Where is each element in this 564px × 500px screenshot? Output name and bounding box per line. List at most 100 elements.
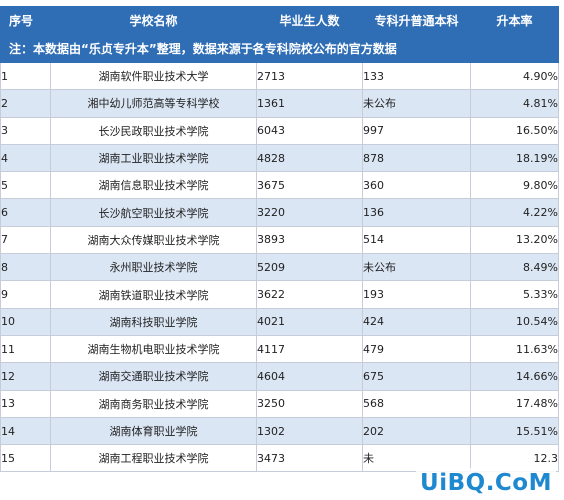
cell-graduates: 4604 xyxy=(256,362,363,391)
cell-upgrade-rate: 4.81% xyxy=(470,89,559,118)
column-header-graduates: 毕业生人数 xyxy=(256,6,363,34)
cell-upgrade-count: 424 xyxy=(362,307,471,336)
cell-upgrade-count: 479 xyxy=(362,334,471,364)
cell-index: 14 xyxy=(0,416,51,446)
cell-upgrade-count: 133 xyxy=(362,61,471,91)
cell-graduates: 3220 xyxy=(256,198,363,227)
cell-upgrade-count: 997 xyxy=(362,116,471,145)
cell-upgrade-rate: 8.49% xyxy=(470,253,559,282)
cell-index: 15 xyxy=(0,444,51,473)
cell-graduates: 3675 xyxy=(256,171,363,200)
table-row: 9 湖南铁道职业技术学院 3622 193 5.33% xyxy=(0,280,559,309)
table-row: 2 湘中幼儿师范高等专科学校 1361 未公布 4.81% xyxy=(0,89,559,118)
cell-upgrade-count: 360 xyxy=(362,171,471,200)
cell-graduates: 3893 xyxy=(256,225,363,255)
cell-upgrade-rate: 18.19% xyxy=(470,143,559,173)
cell-index: 10 xyxy=(0,307,51,336)
cell-upgrade-count: 568 xyxy=(362,389,471,418)
column-header-school: 学校名称 xyxy=(50,6,257,34)
column-header-upgrade: 专科升普通本科 xyxy=(362,6,471,34)
table-row: 7 湖南大众传媒职业技术学院 3893 514 13.20% xyxy=(0,225,559,255)
cell-graduates: 1361 xyxy=(256,89,363,118)
cell-index: 13 xyxy=(0,389,51,418)
cell-upgrade-rate: 9.80% xyxy=(470,171,559,200)
table-head: 序号 学校名称 毕业生人数 专科升普通本科 升本率 注：本数据由“乐贞专升本”整… xyxy=(0,6,559,63)
cell-upgrade-rate: 15.51% xyxy=(470,416,559,446)
data-source-note: 注：本数据由“乐贞专升本”整理，数据来源于各专科院校公布的官方数据 xyxy=(0,33,559,63)
cell-index: 8 xyxy=(0,253,51,282)
cell-upgrade-rate: 13.20% xyxy=(470,225,559,255)
cell-upgrade-rate: 4.22% xyxy=(470,198,559,227)
table-row: 15 湖南工程职业技术学院 3473 未 12.3 xyxy=(0,444,559,473)
cell-school-name: 湖南工业职业技术学院 xyxy=(50,143,257,173)
column-header-index: 序号 xyxy=(0,6,51,34)
table-row: 11 湖南生物机电职业技术学院 4117 479 11.63% xyxy=(0,334,559,364)
cell-index: 12 xyxy=(0,362,51,391)
cell-upgrade-count: 未 xyxy=(362,444,471,473)
cell-upgrade-count: 未公布 xyxy=(362,253,471,282)
table-row: 10 湖南科技职业学院 4021 424 10.54% xyxy=(0,307,559,336)
cell-graduates: 1302 xyxy=(256,416,363,446)
cell-upgrade-count: 675 xyxy=(362,362,471,391)
table-row: 14 湖南体育职业学院 1302 202 15.51% xyxy=(0,416,559,446)
cell-upgrade-count: 878 xyxy=(362,143,471,173)
table-row: 5 湖南信息职业技术学院 3675 360 9.80% xyxy=(0,171,559,200)
cell-school-name: 湖南工程职业技术学院 xyxy=(50,444,257,473)
cell-upgrade-rate: 5.33% xyxy=(470,280,559,309)
cell-graduates: 3473 xyxy=(256,444,363,473)
cell-school-name: 湖南大众传媒职业技术学院 xyxy=(50,225,257,255)
cell-school-name: 湖南铁道职业技术学院 xyxy=(50,280,257,309)
cell-upgrade-count: 202 xyxy=(362,416,471,446)
cell-upgrade-count: 未公布 xyxy=(362,89,471,118)
table-row: 4 湖南工业职业技术学院 4828 878 18.19% xyxy=(0,143,559,173)
table-row: 1 湖南软件职业技术大学 2713 133 4.90% xyxy=(0,61,559,91)
cell-upgrade-rate: 11.63% xyxy=(470,334,559,364)
cell-school-name: 湖南生物机电职业技术学院 xyxy=(50,334,257,364)
table-body: 1 湖南软件职业技术大学 2713 133 4.90% 2 湘中幼儿师范高等专科学校 1361… xyxy=(0,61,559,473)
cell-index: 5 xyxy=(0,171,51,200)
column-header-rate: 升本率 xyxy=(470,6,559,34)
cell-school-name: 湖南软件职业技术大学 xyxy=(50,61,257,91)
cell-graduates: 4828 xyxy=(256,143,363,173)
cell-upgrade-rate: 14.66% xyxy=(470,362,559,391)
cell-upgrade-rate: 17.48% xyxy=(470,389,559,418)
cell-school-name: 长沙航空职业技术学院 xyxy=(50,198,257,227)
cell-school-name: 永州职业技术学院 xyxy=(50,253,257,282)
cell-index: 7 xyxy=(0,225,51,255)
cell-school-name: 湖南商务职业技术学院 xyxy=(50,389,257,418)
cell-index: 1 xyxy=(0,61,51,91)
cell-upgrade-rate: 16.50% xyxy=(470,116,559,145)
cell-school-name: 湖南科技职业学院 xyxy=(50,307,257,336)
table-row: 12 湖南交通职业技术学院 4604 675 14.66% xyxy=(0,362,559,391)
cell-graduates: 6043 xyxy=(256,116,363,145)
cell-graduates: 5209 xyxy=(256,253,363,282)
note-row: 注：本数据由“乐贞专升本”整理，数据来源于各专科院校公布的官方数据 xyxy=(0,33,559,63)
cell-index: 3 xyxy=(0,116,51,145)
cell-graduates: 3250 xyxy=(256,389,363,418)
cell-index: 2 xyxy=(0,89,51,118)
cell-school-name: 湘中幼儿师范高等专科学校 xyxy=(50,89,257,118)
cell-school-name: 湖南体育职业学院 xyxy=(50,416,257,446)
admission-rate-table: 序号 学校名称 毕业生人数 专科升普通本科 升本率 注：本数据由“乐贞专升本”整… xyxy=(0,6,559,473)
table-row: 13 湖南商务职业技术学院 3250 568 17.48% xyxy=(0,389,559,418)
cell-upgrade-rate: 4.90% xyxy=(470,61,559,91)
cell-index: 9 xyxy=(0,280,51,309)
cell-graduates: 4117 xyxy=(256,334,363,364)
cell-school-name: 湖南信息职业技术学院 xyxy=(50,171,257,200)
cell-index: 4 xyxy=(0,143,51,173)
cell-upgrade-count: 514 xyxy=(362,225,471,255)
cell-upgrade-count: 136 xyxy=(362,198,471,227)
cell-graduates: 4021 xyxy=(256,307,363,336)
table-row: 6 长沙航空职业技术学院 3220 136 4.22% xyxy=(0,198,559,227)
table-row: 8 永州职业技术学院 5209 未公布 8.49% xyxy=(0,253,559,282)
table-row: 3 长沙民政职业技术学院 6043 997 16.50% xyxy=(0,116,559,145)
cell-upgrade-count: 193 xyxy=(362,280,471,309)
cell-index: 6 xyxy=(0,198,51,227)
header-row: 序号 学校名称 毕业生人数 专科升普通本科 升本率 xyxy=(0,6,559,34)
cell-graduates: 2713 xyxy=(256,61,363,91)
site-watermark: UiBQ.CoM xyxy=(416,468,556,498)
cell-upgrade-rate: 12.3 xyxy=(470,444,559,473)
cell-upgrade-rate: 10.54% xyxy=(470,307,559,336)
cell-school-name: 长沙民政职业技术学院 xyxy=(50,116,257,145)
